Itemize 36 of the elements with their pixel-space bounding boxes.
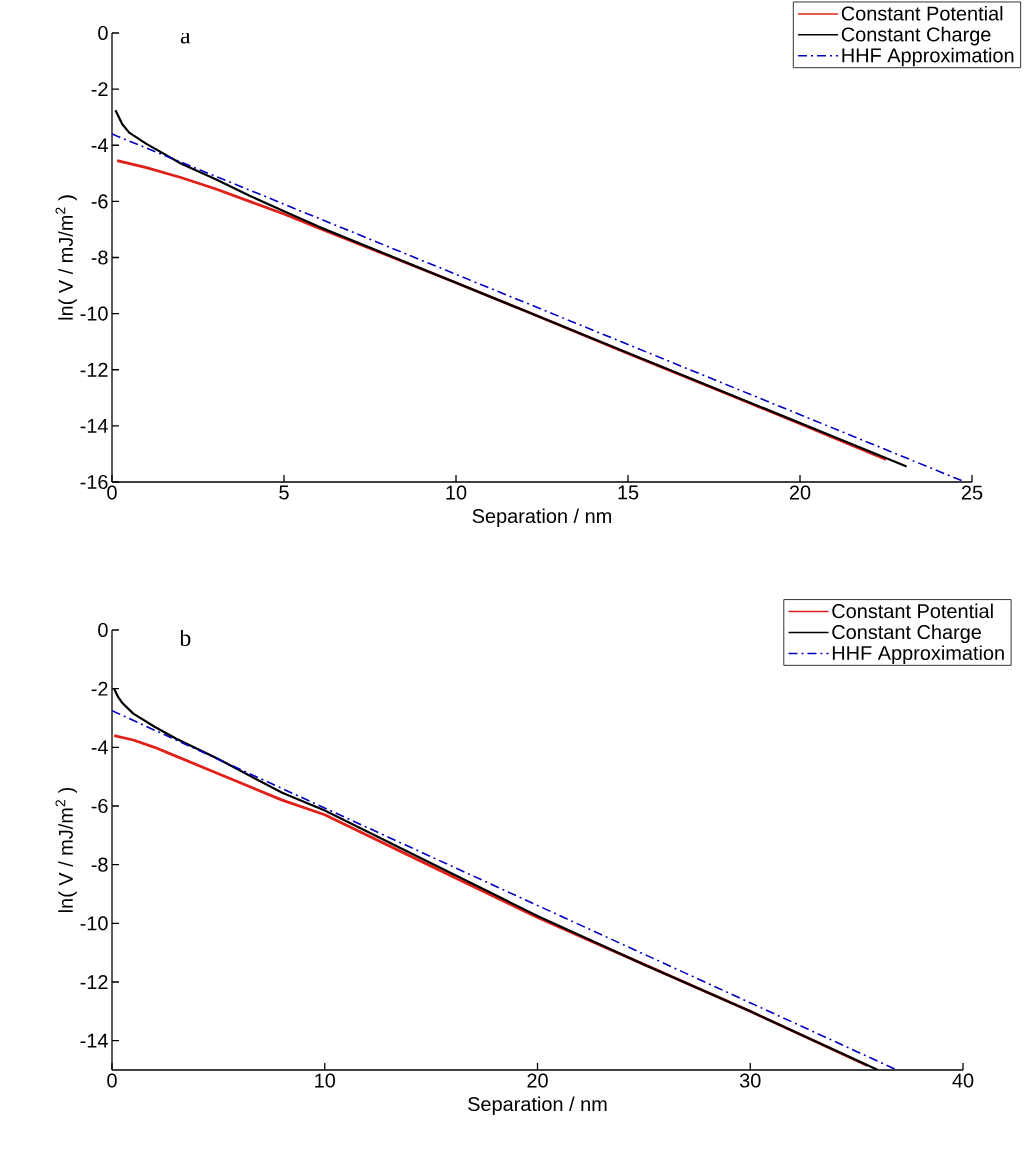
y-tick-label: -2 <box>91 681 108 696</box>
y-tick-label: -14 <box>80 1033 108 1048</box>
x-tick-label: 15 <box>618 485 639 500</box>
legend-label: Constant Charge <box>832 624 981 644</box>
x-axis-title: Separation / nm <box>472 508 611 528</box>
y-tick-label: -12 <box>80 362 108 377</box>
y-tick-label: -6 <box>91 798 108 814</box>
y-tick-label: -6 <box>91 194 108 209</box>
y-tick-label: -12 <box>80 975 108 989</box>
x-tick-label: 10 <box>315 1073 336 1088</box>
x-tick-label: 20 <box>789 485 811 500</box>
legend-label: Constant Charge <box>841 26 991 46</box>
y-tick-label: -10 <box>80 306 108 321</box>
x-tick-label: 30 <box>739 1073 761 1088</box>
y-axis-title: ln( V / mJ/m$^{2}$ ) <box>55 787 77 912</box>
x-tick-label: 5 <box>279 485 289 500</box>
x-tick-label: 25 <box>961 485 983 500</box>
y-tick-label: -14 <box>80 419 108 433</box>
y-tick-label: 0 <box>98 25 108 41</box>
y-tick-label: -4 <box>91 138 108 153</box>
x-axis-title: Separation / nm <box>468 1096 607 1116</box>
y-tick-label: -8 <box>91 250 108 265</box>
y-axis-title: ln( V / mJ/m$^{2}$ ) <box>55 195 77 320</box>
legend-label: Constant Potential <box>841 5 1003 21</box>
legend-label: Constant Potential <box>832 603 993 619</box>
y-tick-label: -2 <box>91 82 108 97</box>
x-tick-label: 20 <box>527 1073 548 1088</box>
y-tick-label: 0 <box>98 622 108 638</box>
y-tick-label: -4 <box>91 740 108 755</box>
y-tick-label: -10 <box>80 916 108 931</box>
y-tick-label: -8 <box>91 857 108 872</box>
legend-label: HHF Approximation <box>842 47 1014 67</box>
y-tick-label: -16 <box>80 474 108 490</box>
x-tick-label: 40 <box>952 1073 974 1088</box>
legend-label: HHF Approximation <box>832 645 1004 664</box>
x-tick-label: 10 <box>446 485 467 500</box>
